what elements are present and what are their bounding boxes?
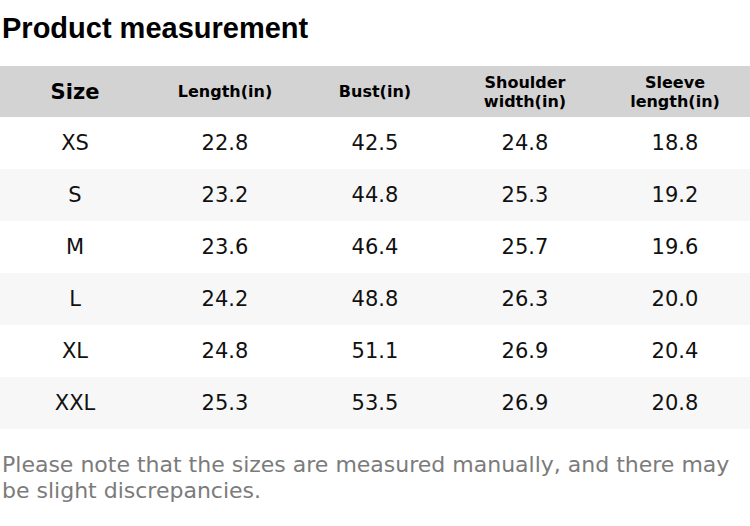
cell-bust: 53.5 <box>300 377 450 429</box>
cell-bust: 48.8 <box>300 273 450 325</box>
cell-bust: 44.8 <box>300 169 450 221</box>
cell-shoulder-width: 26.3 <box>450 273 600 325</box>
table-row: XL 24.8 51.1 26.9 20.4 <box>0 325 750 377</box>
cell-shoulder-width: 25.7 <box>450 221 600 273</box>
table-body: XS 22.8 42.5 24.8 18.8 S 23.2 44.8 25.3 … <box>0 117 750 429</box>
table-row: M 23.6 46.4 25.7 19.6 <box>0 221 750 273</box>
cell-sleeve-length: 20.0 <box>600 273 750 325</box>
table-row: S 23.2 44.8 25.3 19.2 <box>0 169 750 221</box>
cell-sleeve-length: 20.8 <box>600 377 750 429</box>
cell-size: M <box>0 221 150 273</box>
column-header-length: Length(in) <box>150 66 300 117</box>
cell-shoulder-width: 24.8 <box>450 117 600 169</box>
header-row: Size Length(in) Bust(in) Shoulder width(… <box>0 66 750 117</box>
cell-sleeve-length: 18.8 <box>600 117 750 169</box>
table-header: Size Length(in) Bust(in) Shoulder width(… <box>0 66 750 117</box>
cell-size: S <box>0 169 150 221</box>
cell-bust: 51.1 <box>300 325 450 377</box>
cell-size: L <box>0 273 150 325</box>
column-header-shoulder-width: Shoulder width(in) <box>450 66 600 117</box>
cell-shoulder-width: 26.9 <box>450 377 600 429</box>
table-row: XXL 25.3 53.5 26.9 20.8 <box>0 377 750 429</box>
column-header-bust: Bust(in) <box>300 66 450 117</box>
measurement-disclaimer-note: Please note that the sizes are measured … <box>0 452 750 504</box>
cell-length: 23.2 <box>150 169 300 221</box>
cell-length: 25.3 <box>150 377 300 429</box>
cell-sleeve-length: 19.6 <box>600 221 750 273</box>
cell-size: XS <box>0 117 150 169</box>
cell-length: 24.8 <box>150 325 300 377</box>
page-title: Product measurement <box>0 0 750 45</box>
measurement-table: Size Length(in) Bust(in) Shoulder width(… <box>0 66 750 429</box>
cell-bust: 42.5 <box>300 117 450 169</box>
table-row: XS 22.8 42.5 24.8 18.8 <box>0 117 750 169</box>
table-row: L 24.2 48.8 26.3 20.0 <box>0 273 750 325</box>
cell-length: 23.6 <box>150 221 300 273</box>
cell-shoulder-width: 26.9 <box>450 325 600 377</box>
cell-sleeve-length: 19.2 <box>600 169 750 221</box>
cell-shoulder-width: 25.3 <box>450 169 600 221</box>
column-header-size: Size <box>0 66 150 117</box>
cell-sleeve-length: 20.4 <box>600 325 750 377</box>
cell-length: 24.2 <box>150 273 300 325</box>
cell-size: XXL <box>0 377 150 429</box>
column-header-sleeve-length: Sleeve length(in) <box>600 66 750 117</box>
cell-bust: 46.4 <box>300 221 450 273</box>
cell-size: XL <box>0 325 150 377</box>
cell-length: 22.8 <box>150 117 300 169</box>
